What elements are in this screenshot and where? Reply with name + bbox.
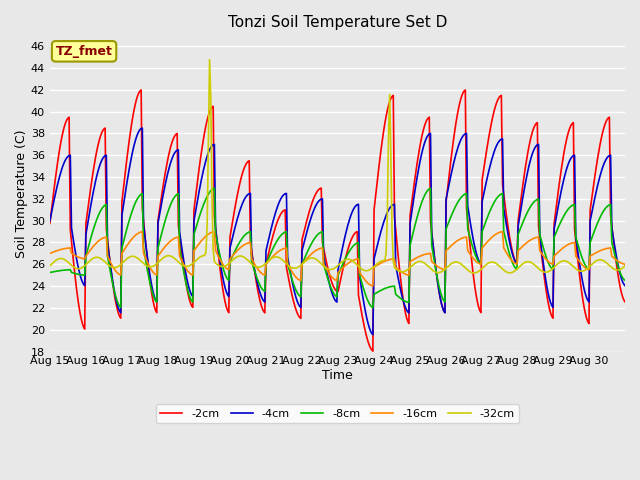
-32cm: [226, 260, 234, 265]
-16cm: [225, 267, 232, 273]
-16cm: [621, 261, 629, 267]
-16cm: [369, 283, 377, 289]
-8cm: [290, 281, 298, 287]
-32cm: [471, 270, 479, 276]
-4cm: [369, 332, 377, 337]
-4cm: [471, 245, 479, 251]
-2cm: [621, 299, 629, 305]
-8cm: [471, 251, 479, 257]
-16cm: [470, 256, 477, 262]
-32cm: [621, 263, 629, 269]
-4cm: [138, 125, 146, 131]
Y-axis label: Soil Temperature (C): Soil Temperature (C): [15, 129, 28, 258]
-4cm: [621, 283, 629, 288]
-4cm: [398, 292, 406, 298]
-32cm: [46, 263, 54, 269]
-2cm: [138, 87, 145, 93]
-32cm: [470, 270, 477, 276]
Line: -2cm: -2cm: [50, 90, 625, 351]
-16cm: [289, 270, 296, 276]
Line: -4cm: -4cm: [50, 128, 625, 335]
-2cm: [370, 207, 378, 213]
-8cm: [621, 277, 629, 283]
-4cm: [226, 245, 234, 251]
-16cm: [397, 268, 404, 274]
-16cm: [571, 240, 579, 245]
-16cm: [368, 283, 376, 288]
-8cm: [398, 296, 406, 302]
-2cm: [369, 348, 377, 354]
-16cm: [499, 229, 506, 235]
-8cm: [369, 305, 377, 311]
-8cm: [226, 259, 234, 264]
-32cm: [571, 265, 579, 271]
-8cm: [370, 291, 378, 297]
-32cm: [369, 265, 377, 271]
Text: TZ_fmet: TZ_fmet: [56, 45, 113, 58]
-8cm: [46, 270, 54, 276]
-4cm: [46, 218, 54, 224]
-2cm: [290, 299, 298, 305]
X-axis label: Time: Time: [322, 369, 353, 382]
-4cm: [290, 286, 298, 291]
-2cm: [46, 220, 54, 226]
Title: Tonzi Soil Temperature Set D: Tonzi Soil Temperature Set D: [228, 15, 447, 30]
Line: -32cm: -32cm: [50, 60, 625, 273]
-8cm: [571, 202, 579, 207]
Line: -16cm: -16cm: [50, 232, 625, 286]
-32cm: [205, 57, 213, 62]
-2cm: [226, 234, 234, 240]
-32cm: [290, 265, 298, 271]
-16cm: [46, 251, 54, 256]
-8cm: [211, 185, 218, 191]
Legend: -2cm, -4cm, -8cm, -16cm, -32cm: -2cm, -4cm, -8cm, -16cm, -32cm: [156, 405, 519, 423]
Line: -8cm: -8cm: [50, 188, 625, 308]
-2cm: [471, 284, 479, 290]
-4cm: [370, 256, 378, 262]
-2cm: [398, 286, 406, 291]
-2cm: [571, 227, 579, 232]
-4cm: [571, 152, 579, 158]
-32cm: [397, 269, 404, 275]
